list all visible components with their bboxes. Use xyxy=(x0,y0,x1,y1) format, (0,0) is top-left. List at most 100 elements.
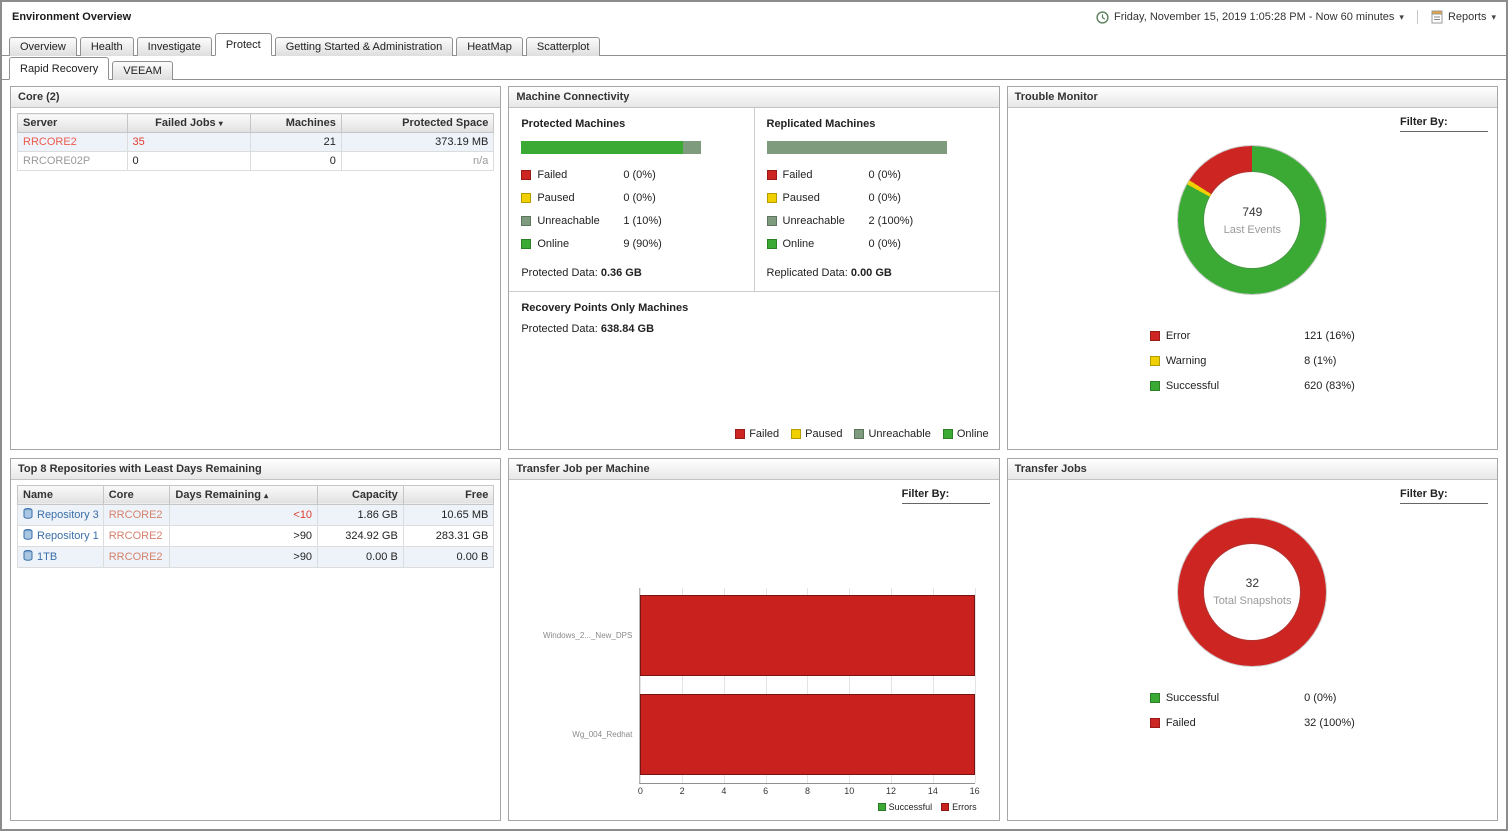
tab-investigate[interactable]: Investigate xyxy=(136,37,212,56)
tab-heatmap[interactable]: HeatMap xyxy=(456,37,523,56)
transfer-job-filter-control[interactable]: Filter By: xyxy=(901,488,990,504)
transfer-job-chart-legend: Successful Errors xyxy=(877,802,977,812)
recovery-points-data-line: Protected Data: 638.84 GB xyxy=(521,323,655,335)
online-swatch-icon xyxy=(942,428,953,439)
col-server[interactable]: Server xyxy=(17,113,128,133)
legend-value: 1 (10%) xyxy=(623,215,662,227)
main-tab-bar: Overview Health Investigate Protect Gett… xyxy=(2,32,1506,56)
protected-space-value: 373.19 MB xyxy=(340,132,495,152)
legend-label: Successful xyxy=(888,802,933,812)
col-core[interactable]: Core xyxy=(102,484,171,505)
machine-connectivity-title: Machine Connectivity xyxy=(509,87,999,108)
legend-value: 0 (0%) xyxy=(623,192,656,204)
errors-swatch-icon xyxy=(941,803,950,811)
topbar-controls: Friday, November 15, 2019 1:05:28 PM - N… xyxy=(1096,10,1496,24)
total-snapshots-count: 32 xyxy=(1245,576,1259,590)
server-link[interactable]: RRCORE2 xyxy=(23,136,77,148)
col-protected-space[interactable]: Protected Space xyxy=(340,113,495,133)
sub-tab-bar: Rapid Recovery VEEAM xyxy=(2,56,1506,80)
failed-swatch-icon xyxy=(766,170,777,180)
legend-label: Unreachable xyxy=(782,215,845,227)
reports-button[interactable]: Reports xyxy=(1447,11,1487,23)
top-bar: Environment Overview Friday, November 15… xyxy=(2,2,1506,32)
repository-link[interactable]: Repository 1 xyxy=(37,529,99,542)
repository-row: Repository 1 RRCORE2 >90 324.92 GB 283.3… xyxy=(17,524,495,547)
core-panel: Core (2) Server Failed Jobs ▾ Machines P… xyxy=(10,86,502,450)
col-failed-jobs[interactable]: Failed Jobs ▾ xyxy=(126,113,252,133)
server-link[interactable]: RRCORE02P xyxy=(23,155,91,167)
x-axis-ticks: 0 2 4 6 8 10 12 14 16 xyxy=(637,785,980,796)
free-value: 283.31 GB xyxy=(402,524,495,547)
legend-label: Online xyxy=(956,427,989,440)
repository-link[interactable]: 1TB xyxy=(37,550,58,563)
recovery-points-data-value: 638.84 GB xyxy=(600,323,655,335)
time-range-selector[interactable]: Friday, November 15, 2019 1:05:28 PM - N… xyxy=(1113,11,1395,23)
core-link[interactable]: RRCORE2 xyxy=(108,550,163,563)
unreachable-swatch-icon xyxy=(521,216,532,226)
subtab-veeam[interactable]: VEEAM xyxy=(112,61,173,80)
legend-label: Warning xyxy=(1165,355,1207,367)
last-events-donut-chart[interactable]: 749 Last Events xyxy=(1178,146,1327,294)
protected-machines-heading: Protected Machines xyxy=(521,118,626,130)
repository-link[interactable]: Repository 3 xyxy=(37,508,99,521)
capacity-value: 1.86 GB xyxy=(317,503,404,526)
transfer-jobs-filter-control[interactable]: Filter By: xyxy=(1400,488,1488,504)
recovery-points-section: Recovery Points Only Machines Protected … xyxy=(509,292,998,345)
time-range-icon xyxy=(1096,10,1109,24)
tab-scatterplot[interactable]: Scatterplot xyxy=(525,37,601,56)
failed-jobs-count[interactable]: 35 xyxy=(132,136,145,148)
trouble-monitor-title: Trouble Monitor xyxy=(1007,87,1497,108)
replicated-machines-legend: Failed 0 (0%) Paused 0 (0%) Unreachable … xyxy=(766,169,987,250)
trouble-filter-control[interactable]: Filter By: xyxy=(1400,116,1488,132)
core-table-header: Server Failed Jobs ▾ Machines Protected … xyxy=(17,113,495,133)
total-snapshots-donut-chart[interactable]: 32 Total Snapshots xyxy=(1178,517,1327,666)
tab-overview[interactable]: Overview xyxy=(9,37,77,56)
legend-value: 8 (1%) xyxy=(1304,355,1337,367)
tab-getting-started[interactable]: Getting Started & Administration xyxy=(274,37,454,56)
tab-health[interactable]: Health xyxy=(79,37,134,56)
legend-label: Successful xyxy=(1165,380,1220,392)
repository-row: 1TB RRCORE2 >90 0.00 B 0.00 B xyxy=(17,545,495,568)
database-icon xyxy=(23,507,33,522)
transfer-jobs-title: Transfer Jobs xyxy=(1007,458,1497,480)
tab-protect[interactable]: Protect xyxy=(214,33,272,56)
core-link[interactable]: RRCORE2 xyxy=(108,529,163,542)
repositories-panel-title: Top 8 Repositories with Least Days Remai… xyxy=(11,458,501,480)
database-icon xyxy=(23,528,33,543)
col-free[interactable]: Free xyxy=(402,484,495,505)
protected-data-line: Protected Data: 0.36 GB xyxy=(521,267,642,279)
legend-label: Failed xyxy=(782,169,813,181)
col-days-remaining[interactable]: Days Remaining ▴ xyxy=(169,484,319,505)
last-events-count: 749 xyxy=(1242,204,1263,219)
legend-label: Failed xyxy=(1165,716,1196,729)
protected-space-value: n/a xyxy=(340,151,495,171)
legend-value: 121 (16%) xyxy=(1304,330,1355,342)
machines-count: 0 xyxy=(250,151,342,171)
col-capacity[interactable]: Capacity xyxy=(317,484,404,505)
protected-machines-bar[interactable] xyxy=(521,141,702,154)
core-link[interactable]: RRCORE2 xyxy=(108,508,163,521)
unreachable-swatch-icon xyxy=(766,216,777,226)
legend-label: Paused xyxy=(805,427,843,440)
paused-swatch-icon xyxy=(766,193,777,203)
errors-bar[interactable] xyxy=(640,594,975,676)
dashboard-grid: Core (2) Server Failed Jobs ▾ Machines P… xyxy=(2,80,1506,829)
subtab-rapid-recovery[interactable]: Rapid Recovery xyxy=(9,57,110,80)
bar-row: Windows_2..._New_DPS xyxy=(543,591,975,679)
last-events-label: Last Events xyxy=(1223,223,1282,236)
machine-label: Wg_004_Redhat xyxy=(572,730,633,740)
legend-label: Errors xyxy=(952,802,977,812)
days-remaining-value: <10 xyxy=(169,503,319,526)
page-title: Environment Overview xyxy=(12,11,132,23)
topbar-divider xyxy=(1416,10,1418,24)
replicated-machines-bar[interactable] xyxy=(766,141,947,154)
col-name[interactable]: Name xyxy=(17,484,104,505)
connectivity-footer-legend: Failed Paused Unreachable Online xyxy=(735,427,989,440)
online-swatch-icon xyxy=(766,239,777,249)
errors-bar[interactable] xyxy=(640,694,975,776)
col-machines[interactable]: Machines xyxy=(250,113,342,133)
capacity-value: 324.92 GB xyxy=(317,524,404,547)
replicated-machines-heading: Replicated Machines xyxy=(766,118,876,130)
trouble-monitor-panel: Trouble Monitor Filter By: 749 Last Even… xyxy=(1006,86,1498,450)
